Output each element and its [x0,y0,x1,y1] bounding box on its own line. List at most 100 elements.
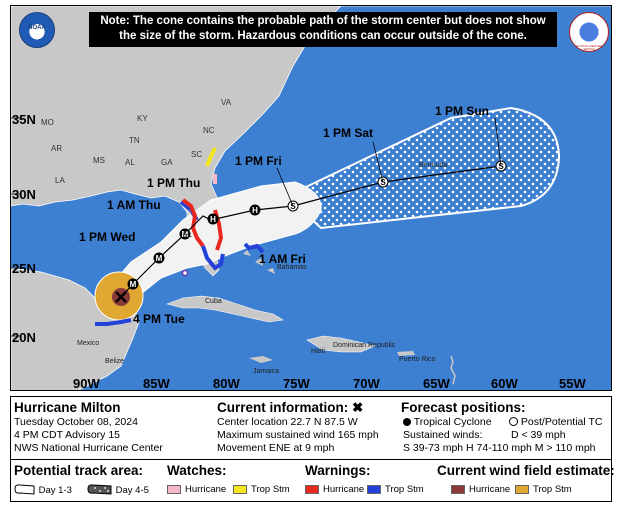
hurricane-warning-westfl [181,198,205,248]
state-label-fl: FL [183,230,193,239]
state-label-mo: MO [41,118,54,127]
wind-class-s-h-m: S 39-73 mph H 74-110 mph M > 110 mph [403,442,596,454]
mexico-landmass [11,267,140,390]
legend-tropical-cyclone: Tropical Cyclone [403,416,492,428]
potential-track-title: Potential track area: [14,463,144,478]
state-label-ga: GA [161,158,173,167]
track-label-thu-pm: 1 PM Thu [147,176,201,190]
lat-label-35n: 35N [12,112,36,127]
hurricane-watch-label: Hurricane [185,484,227,495]
track-label-tue: 4 PM Tue [133,312,185,326]
trop-storm-warning-southfl [201,242,265,271]
post-tc-icon [509,417,518,426]
legend-day-1-3: Day 1-3 [14,483,72,496]
cone-day-4-5-icon [87,484,112,495]
marker-symbol: S [290,202,296,211]
current-info-title: Current information: ✖ [217,400,363,416]
cuba [165,295,284,323]
tropical-cyclone-icon [403,418,411,426]
forecast-positions-title: Forecast positions: [401,400,526,415]
hurricane-watch-swatch [167,485,181,494]
storm-date: Tuesday October 08, 2024 [14,416,138,428]
track-label-sun: 1 PM Sun [435,104,490,118]
cone-disclaimer-note: Note: The cone contains the probable pat… [89,12,557,47]
trop-storm-warning-swatch [367,485,381,494]
lon-label-80w: 80W [213,376,240,391]
track-marker-thu-pm: H [207,213,219,225]
state-label-al: AL [125,158,135,167]
lon-label-90w: 90W [73,376,100,391]
track-label-sat: 1 PM Sat [323,126,374,140]
puerto-rico [397,351,415,356]
trop-storm-warning-label: Trop Stm [385,484,424,495]
disturbance-marker [181,269,189,277]
track-label-fri-pm: 1 PM Fri [235,154,282,168]
map-canvas: M M M H H S S S [11,6,611,390]
jamaica [249,356,273,363]
lesser-antilles [450,355,456,385]
nws-logo: NATIONAL WEATHER SERVICE [569,12,609,52]
hurricane-warning-label: Hurricane [323,484,365,495]
graticule [11,117,21,337]
forecast-map: M M M H H S S S 35N 30N 25N 20N 90W 85W … [10,5,612,391]
cone-day-4-5 [285,106,561,230]
state-label-la: LA [55,176,65,185]
lon-label-70w: 70W [353,376,380,391]
wind-field-tropstm-label: Trop Stm [533,484,572,495]
storm-advisory: 4 PM CDT Advisory 15 [14,429,121,441]
track-marker-fri-am: H [249,204,261,216]
panel-divider [11,459,611,460]
label-leader-fri [276,167,294,207]
label-mexico: Mexico [77,340,100,347]
watches-title: Watches: [167,463,227,478]
day-4-5-label: Day 4-5 [115,485,149,496]
track-marker-wed: M [127,278,139,290]
track-label-fri-am: 1 AM Fri [259,252,306,266]
current-movement: Movement ENE at 9 mph [217,442,335,454]
wind-field-title: Current wind field estimate: [437,463,615,478]
lon-label-55w: 55W [559,376,586,391]
tropical-cyclone-label: Tropical Cyclone [413,416,492,428]
wind-class-d: D < 39 mph [511,429,566,441]
lat-label-20n: 20N [12,330,36,345]
state-label-va: VA [221,98,232,107]
current-location: Center location 22.7 N 87.5 W [217,416,358,428]
marker-current [115,291,127,303]
track-label-thu-am: 1 AM Thu [107,198,161,212]
lat-label-30n: 30N [12,187,36,202]
marker-symbol: M [130,280,137,289]
track-marker-wed-pm: M [153,252,165,264]
state-label-nc: NC [203,126,215,135]
track-label-wed: 1 PM Wed [79,230,136,244]
label-leader-sun [494,117,502,167]
noaa-logo-text: NOAA [28,25,46,31]
legend-day-4-5: Day 4-5 [87,483,149,496]
marker-symbol: H [252,206,258,215]
state-label-sc: SC [191,150,203,159]
current-max-wind: Maximum sustained wind 165 mph [217,429,379,441]
cone-day-1-3-icon [14,484,35,495]
label-haiti: Haiti [311,348,326,355]
label-belize: Belize [105,358,125,365]
marker-symbol: M [182,230,189,239]
label-puerto-rico: Puerto Rico [399,356,436,363]
track-line [120,165,502,298]
label-cuba: Cuba [205,298,222,305]
marker-symbol: S [380,178,386,187]
legend-post-tc: Post/Potential TC [509,416,602,428]
storm-name: Hurricane Milton [14,400,121,415]
state-label-ar: AR [51,144,63,153]
state-label-ky: KY [137,114,148,123]
trop-storm-watch-swatch [233,485,247,494]
trop-storm-watch-label: Trop Stm [251,484,290,495]
lon-label-85w: 85W [143,376,170,391]
hispaniola [306,335,376,353]
wind-field-hurricane-label: Hurricane [469,484,511,495]
lon-label-75w: 75W [283,376,310,391]
label-bermuda: Bermuda [419,162,448,169]
nws-logo-text: NATIONAL WEATHER SERVICE [575,45,603,51]
warnings-title: Warnings: [305,463,371,478]
track-marker-thu-am: M [179,228,191,240]
state-label-ms: MS [93,156,105,165]
